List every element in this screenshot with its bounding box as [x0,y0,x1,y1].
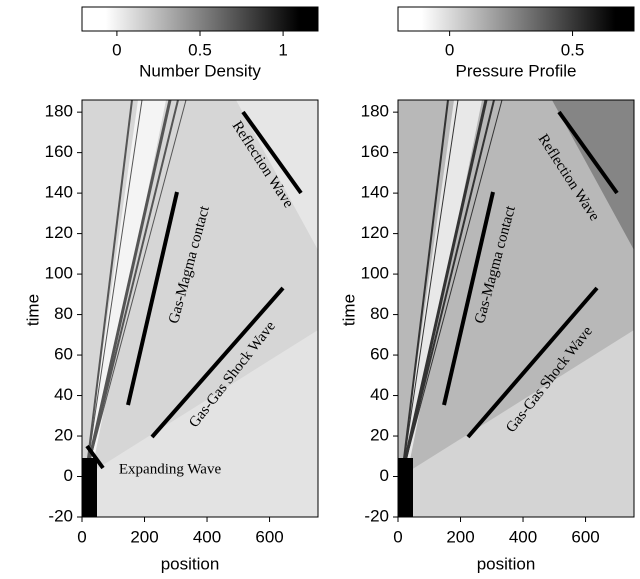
field-streak [84,100,172,476]
field-region [552,100,634,250]
y-tick-label: 160 [361,142,389,161]
colorbar-tick-label: 0.5 [561,40,585,59]
plot-frame [81,99,319,518]
field-region [411,330,634,517]
x-tick-label: 0 [77,527,86,546]
field-region [95,330,318,517]
y-tick-label: 120 [361,223,389,242]
y-tick-label: 180 [45,102,73,121]
x-axis-label: position [477,554,536,573]
field-streak [85,100,143,476]
y-axis-label: time [23,294,42,326]
y-tick-label: 180 [361,102,389,121]
colorbar-tick-label: 0.5 [188,40,212,59]
y-tick-label: 0 [380,466,389,485]
field-region [236,100,318,250]
annotation: Expanding Wave [119,461,222,477]
field-streak [401,100,459,476]
colorbar-tick-label: 0 [112,40,121,59]
x-tick-label: 200 [130,527,158,546]
x-tick-label: 600 [571,527,599,546]
x-tick-label: 400 [193,527,221,546]
annotation-line [241,110,303,195]
field-streak [401,100,503,476]
annotation-line [557,110,619,195]
y-tick-label: 140 [361,183,389,202]
colorbar-label: Pressure Profile [456,61,577,80]
y-tick-label: 100 [361,264,389,283]
x-axis-label: position [161,554,220,573]
colorbar [81,6,319,32]
field-region [402,100,482,470]
annotation-line [466,286,599,439]
annotation-line [85,444,105,470]
field-streak [401,100,495,476]
y-tick-label: 120 [45,223,73,242]
colorbar-label: Number Density [139,61,261,80]
field-image [398,100,634,517]
y-tick-label: -20 [48,506,73,525]
field-streak [85,100,179,476]
colorbar-tick-label: 0 [445,40,454,59]
y-tick-label: 100 [45,264,73,283]
y-tick-label: 80 [54,304,73,323]
x-tick-label: 200 [446,527,474,546]
y-tick-label: 160 [45,142,73,161]
annotation-line [150,286,285,439]
colorbar [397,6,635,32]
y-tick-label: 0 [64,466,73,485]
field-streak [401,100,449,476]
y-tick-label: -20 [364,506,389,525]
field-block [398,458,413,517]
y-tick-label: 60 [54,345,73,364]
field-streak [85,100,133,476]
annotation-line [126,191,179,406]
x-tick-label: 600 [255,527,283,546]
field-block [82,458,97,517]
y-tick-label: 20 [370,426,389,445]
annotation-line [442,191,495,406]
y-tick-label: 80 [370,304,389,323]
y-axis-label: time [339,294,358,326]
x-tick-label: 400 [509,527,537,546]
plot-frame [397,99,635,518]
colorbar-tick-label: 1 [278,40,287,59]
y-tick-label: 40 [54,385,73,404]
y-tick-label: 40 [370,385,389,404]
y-tick-label: 60 [370,345,389,364]
field-streak [400,100,488,476]
y-tick-label: 20 [54,426,73,445]
x-tick-label: 0 [393,527,402,546]
y-tick-label: 140 [45,183,73,202]
field-streak [85,100,187,476]
field-region [86,100,166,470]
field-image [82,100,318,517]
